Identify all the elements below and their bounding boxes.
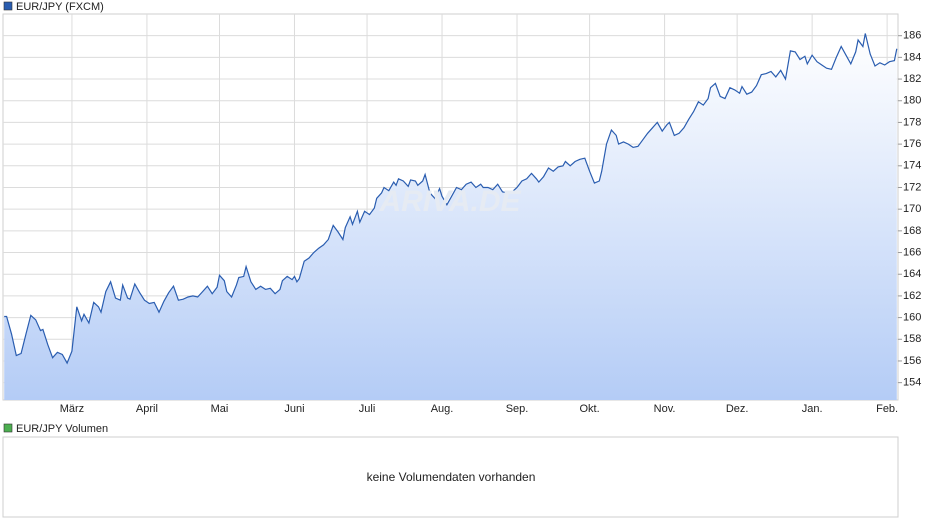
x-tick-label: Mai <box>211 403 229 415</box>
y-tick-label: 156 <box>903 355 921 367</box>
x-tick-label: Jan. <box>802 403 823 415</box>
legend-label: EUR/JPY Volumen <box>16 423 108 435</box>
watermark: ARIVA.DE <box>378 185 521 218</box>
y-tick-label: 166 <box>903 246 921 258</box>
y-tick-label: 184 <box>903 51 921 63</box>
x-tick-label: März <box>60 403 84 415</box>
y-tick-label: 160 <box>903 312 921 324</box>
y-tick-label: 180 <box>903 95 921 107</box>
x-tick-label: Sep. <box>506 403 529 415</box>
y-tick-label: 172 <box>903 181 921 193</box>
x-tick-label: Dez. <box>726 403 749 415</box>
x-tick-label: April <box>136 403 158 415</box>
y-tick-label: 158 <box>903 333 921 345</box>
labels: 154 156 158 160 162 164 166 168 170 172 174 176 178 1… <box>60 30 922 415</box>
y-tick-label: 186 <box>903 30 921 42</box>
line <box>4 33 898 365</box>
marks <box>4 33 898 400</box>
x-tick-label: Feb. <box>876 403 898 415</box>
x-tick-label: Nov. <box>654 403 676 415</box>
x-tick-label: Aug. <box>431 403 454 415</box>
y-tick-label: 182 <box>903 73 921 85</box>
legend-swatch <box>3 1 13 11</box>
legend-label: EUR/JPY (FXCM) <box>16 1 104 13</box>
y-tick-label: 162 <box>903 290 921 302</box>
legend-swatch <box>3 423 13 433</box>
y-tick-label: 164 <box>903 268 921 280</box>
x-tick-label: Okt. <box>580 403 600 415</box>
x-tick-label: Juli <box>359 403 376 415</box>
y-tick-label: 176 <box>903 138 921 150</box>
no-data-message: keine Volumendaten vorhanden <box>367 470 536 484</box>
x-tick-label: Juni <box>284 403 304 415</box>
y-tick-label: 168 <box>903 225 921 237</box>
y-tick-label: 174 <box>903 160 921 172</box>
y-tick-label: 154 <box>903 377 921 389</box>
area <box>4 33 897 400</box>
y-tick-label: 178 <box>903 116 921 128</box>
volume-panel <box>2 436 899 518</box>
y-tick-label: 170 <box>903 203 921 215</box>
